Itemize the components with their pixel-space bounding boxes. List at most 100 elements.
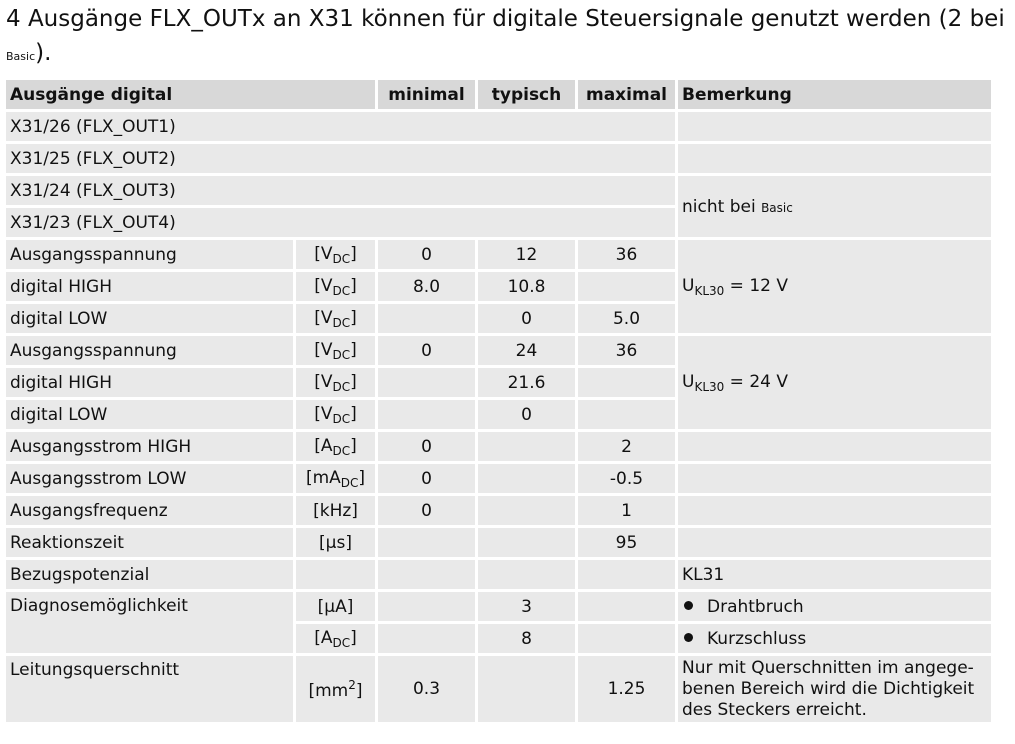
typ-value: 0	[478, 304, 575, 333]
param-label: Diagnosemöglichkeit	[6, 592, 293, 653]
param-label: digital LOW	[6, 400, 293, 429]
port-label: X31/25 (FLX_OUT2)	[6, 144, 675, 173]
unit-cell: [VDC]	[296, 272, 375, 301]
max-value: 1	[578, 496, 675, 525]
remark-drahtbruch: Drahtbruch	[678, 592, 991, 621]
remark-empty	[678, 496, 991, 525]
table-row: Ausgangsstrom LOW [mADC] 0 -0.5	[6, 464, 991, 493]
min-value: 8.0	[378, 272, 475, 301]
typ-value	[478, 432, 575, 461]
remark-querschnitt: Nur mit Querschnitten im angege-benen Be…	[678, 656, 991, 722]
intro-basic-note: Basic	[6, 50, 36, 63]
port-remark-basic: nicht bei Basic	[678, 176, 991, 237]
header-max: maximal	[578, 80, 675, 109]
unit-cell: [VDC]	[296, 400, 375, 429]
header-typ: typisch	[478, 80, 575, 109]
table-row: Ausgangsfrequenz [kHz] 0 1	[6, 496, 991, 525]
port-row: X31/23 (FLX_OUT4)	[6, 208, 991, 237]
port-row: X31/24 (FLX_OUT3) nicht bei Basic	[6, 176, 991, 237]
remark-empty	[678, 432, 991, 461]
unit-cell: [VDC]	[296, 336, 375, 365]
max-value: 1.25	[578, 656, 675, 722]
typ-value: 10.8	[478, 272, 575, 301]
typ-value: 24	[478, 336, 575, 365]
table-row: Leitungsquerschnitt [mm2] 0.3 1.25 Nur m…	[6, 656, 991, 722]
typ-value: 21.6	[478, 368, 575, 397]
param-label: Ausgangsstrom LOW	[6, 464, 293, 493]
unit-cell: [mm2]	[296, 656, 375, 722]
typ-value: 3	[478, 592, 575, 621]
table-row: [ADC] 8 Kurzschluss	[6, 624, 991, 653]
port-row: X31/26 (FLX_OUT1)	[6, 112, 991, 141]
port-label: X31/24 (FLX_OUT3)	[6, 176, 675, 205]
min-value	[378, 560, 475, 589]
min-value: 0	[378, 336, 475, 365]
max-value: 2	[578, 432, 675, 461]
unit-cell: [VDC]	[296, 368, 375, 397]
bullet-icon	[684, 601, 693, 610]
intro-text: 4 Ausgänge FLX_OUTx an X31 können für di…	[6, 6, 1005, 32]
typ-value: 8	[478, 624, 575, 653]
table-row: digital LOW [VDC] 0 5.0	[6, 304, 991, 333]
unit-cell: [ADC]	[296, 432, 375, 461]
port-label: X31/26 (FLX_OUT1)	[6, 112, 675, 141]
port-remark	[678, 112, 991, 141]
typ-value: 12	[478, 240, 575, 269]
header-remark: Bemerkung	[678, 80, 991, 109]
spec-table: Ausgänge digital minimal typisch maximal…	[3, 77, 994, 725]
header-min: minimal	[378, 80, 475, 109]
remark-empty	[678, 528, 991, 557]
table-header-row: Ausgänge digital minimal typisch maximal…	[6, 80, 991, 109]
unit-cell: [VDC]	[296, 240, 375, 269]
unit-cell: [mADC]	[296, 464, 375, 493]
port-remark-text: nicht bei	[682, 196, 762, 217]
max-value: 95	[578, 528, 675, 557]
bullet-icon	[684, 633, 693, 642]
max-value: 36	[578, 240, 675, 269]
table-row: Bezugspotenzial KL31	[6, 560, 991, 589]
min-value	[378, 624, 475, 653]
min-value: 0	[378, 496, 475, 525]
typ-value	[478, 528, 575, 557]
param-label: Bezugspotenzial	[6, 560, 293, 589]
max-value: -0.5	[578, 464, 675, 493]
remark-kl31: KL31	[678, 560, 991, 589]
table-row: Reaktionszeit [µs] 95	[6, 528, 991, 557]
intro-paragraph: 4 Ausgänge FLX_OUTx an X31 können für di…	[6, 2, 1010, 74]
param-label: digital HIGH	[6, 272, 293, 301]
param-label: Reaktionszeit	[6, 528, 293, 557]
min-value	[378, 304, 475, 333]
unit-cell: [µA]	[296, 592, 375, 621]
min-value: 0.3	[378, 656, 475, 722]
remark-empty	[678, 464, 991, 493]
table-row: digital HIGH [VDC] 21.6	[6, 368, 991, 397]
intro-end: ).	[35, 40, 52, 66]
param-label: Leitungsquerschnitt	[6, 656, 293, 722]
min-value: 0	[378, 432, 475, 461]
port-remark	[678, 144, 991, 173]
min-value: 0	[378, 464, 475, 493]
remark-ukl30-12v: UKL30 = 12 V	[678, 240, 991, 333]
port-remark-basic-label: Basic	[761, 200, 793, 215]
max-value	[578, 400, 675, 429]
table-row: Ausgangsspannung [VDC] 0 24 36 UKL30 = 2…	[6, 336, 991, 429]
max-value: 36	[578, 336, 675, 365]
table-row: Ausgangsspannung [VDC] 0 12 36 UKL30 = 1…	[6, 240, 991, 333]
typ-value	[478, 464, 575, 493]
param-label: Ausgangsspannung	[6, 336, 293, 365]
typ-value	[478, 656, 575, 722]
max-value	[578, 272, 675, 301]
remark-kurzschluss: Kurzschluss	[678, 624, 991, 653]
table-row: digital LOW [VDC] 0	[6, 400, 991, 429]
max-value	[578, 624, 675, 653]
table-row: digital HIGH [VDC] 8.0 10.8	[6, 272, 991, 301]
unit-cell: [kHz]	[296, 496, 375, 525]
unit-cell: [µs]	[296, 528, 375, 557]
min-value: 0	[378, 240, 475, 269]
typ-value	[478, 560, 575, 589]
table-row: Ausgangsstrom HIGH [ADC] 0 2	[6, 432, 991, 461]
port-label: X31/23 (FLX_OUT4)	[6, 208, 675, 237]
unit-cell	[296, 560, 375, 589]
max-value	[578, 368, 675, 397]
typ-value	[478, 496, 575, 525]
